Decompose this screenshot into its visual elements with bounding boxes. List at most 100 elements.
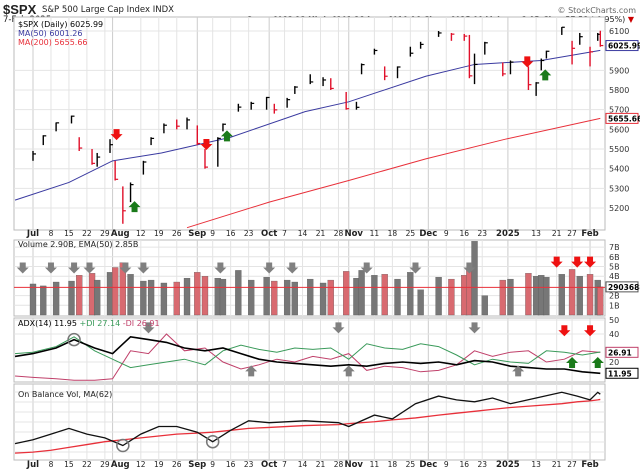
volume-signal-arrow-icon <box>68 262 81 274</box>
date-axis-label: 26 <box>172 460 182 469</box>
volume-signal-arrow-icon <box>44 262 57 274</box>
adx-buy-arrow-icon <box>566 357 579 368</box>
date-axis-label: 29 <box>100 229 110 238</box>
copyright: © StockCharts.com <box>557 6 636 15</box>
adx-signal-arrow-icon <box>142 322 155 334</box>
date-axis-label: 15 <box>64 460 74 469</box>
date-axis-label: 14 <box>298 229 308 238</box>
date-axis-label: 18 <box>388 229 398 238</box>
volume-sell-arrow-icon <box>571 256 584 268</box>
date-axis-label: 9 <box>210 229 215 238</box>
volume-bar <box>263 277 270 316</box>
price-axis-tick: 6100 <box>609 27 629 36</box>
buy-arrow-icon <box>539 69 552 81</box>
date-axis-label: 9 <box>444 460 449 469</box>
price-legend-item: MA(200) 5655.66 <box>18 38 88 47</box>
date-axis-label: 16 <box>226 229 236 238</box>
date-axis-label: 29 <box>100 460 110 469</box>
volume-bar <box>543 277 550 316</box>
date-axis-label: Sep <box>188 460 206 470</box>
down-triangle-icon: ▼ <box>627 15 634 24</box>
date-axis-label: 2025 <box>496 460 520 470</box>
sell-arrow-icon <box>200 139 213 151</box>
date-axis-label: Jul <box>26 460 39 470</box>
ma200-line <box>186 117 601 229</box>
sell-arrow-icon <box>521 56 534 68</box>
date-axis-label: 8 <box>49 460 54 469</box>
volume-bar <box>499 279 506 316</box>
volume-bar <box>147 279 155 316</box>
price-axis-tick: 5300 <box>609 184 629 193</box>
adx-signal-arrow-icon <box>468 322 481 334</box>
volume-bar <box>381 274 388 316</box>
date-axis-label: 25 <box>406 460 416 469</box>
last-close-label-box <box>605 40 639 52</box>
date-axis-label: 28 <box>334 460 344 469</box>
volume-bar <box>183 277 191 316</box>
price-axis-tick: 5800 <box>609 86 629 95</box>
volume-bar <box>568 269 576 316</box>
volume-signal-arrow-icon <box>83 262 96 274</box>
date-axis-label: 9 <box>444 229 449 238</box>
date-axis-label: 11 <box>370 460 380 469</box>
volume-signal-arrow-icon <box>360 262 373 274</box>
volume-bar <box>407 272 414 316</box>
price-legend-item: $SPX (Daily) 6025.99 <box>18 20 103 29</box>
volume-bar <box>127 274 134 316</box>
volume-bar <box>160 282 168 316</box>
date-axis-label: 23 <box>244 229 254 238</box>
date-axis-label: 21 <box>316 229 326 238</box>
volume-bar <box>194 272 201 316</box>
adx-signal-arrow-icon <box>512 365 525 377</box>
obv-line <box>14 391 601 447</box>
volume-bar <box>307 278 314 316</box>
date-axis-label: 27 <box>567 460 577 469</box>
exchange: INDX <box>152 5 174 15</box>
last-close-label: 6025.99 <box>608 42 640 51</box>
obv-circle-marker <box>116 438 130 453</box>
volume-bar <box>358 270 365 316</box>
date-axis-label: Nov <box>344 460 363 470</box>
ma50-line <box>14 49 601 201</box>
volume-bar <box>394 278 401 316</box>
date-axis-label: 2025 <box>496 229 520 239</box>
volume-bar <box>319 282 327 316</box>
date-axis-label: Nov <box>344 229 363 239</box>
price-axis-tick: 5500 <box>609 145 629 154</box>
date-axis-label: 22 <box>82 229 92 238</box>
date-axis-label: 9 <box>210 460 215 469</box>
date-axis-label: 18 <box>388 460 398 469</box>
adx-axis-tick: 20 <box>609 358 619 367</box>
date-axis-label: 13 <box>531 460 541 469</box>
adx-legend-adx: ADX(14) 11.95 <box>18 319 77 328</box>
volume-bar <box>40 285 47 316</box>
date-axis-label: 7 <box>282 460 287 469</box>
adx-legend-minus_di: -DI 26.91 <box>120 319 159 328</box>
volume-axis-tick: 5B <box>609 263 620 272</box>
volume-bar <box>291 281 298 316</box>
date-axis-label: 13 <box>531 229 541 238</box>
date-axis-label: 16 <box>459 229 469 238</box>
date-axis-label: 16 <box>226 460 236 469</box>
adx-circle-marker <box>67 332 81 347</box>
date-axis-label: 23 <box>244 460 254 469</box>
volume-axis-tick: 1B <box>609 301 620 310</box>
volume-bar <box>173 281 180 316</box>
plus-di-line <box>14 336 601 369</box>
volume-bar <box>448 278 455 316</box>
minus-di-last-label-box <box>605 346 639 358</box>
obv-ma-line <box>14 398 601 454</box>
adx-legend: ADX(14) 11.95 +DI 27.14 -DI 26.91 <box>18 319 160 328</box>
volume-bar <box>507 278 514 316</box>
date-axis-label: 15 <box>64 229 74 238</box>
minus-di-line <box>14 333 601 381</box>
price-axis-tick: 5900 <box>609 66 629 75</box>
date-axis-label: 7 <box>282 229 287 238</box>
volume-bar <box>471 241 478 316</box>
volume-bar <box>343 271 350 316</box>
volume-legend: Volume 2.90B, EMA(50) 2.85B <box>18 240 138 249</box>
date-axis-label: 21 <box>552 460 562 469</box>
date-axis-label: Aug <box>111 229 130 239</box>
volume-bar <box>52 281 60 316</box>
volume-sell-arrow-icon <box>584 256 597 268</box>
